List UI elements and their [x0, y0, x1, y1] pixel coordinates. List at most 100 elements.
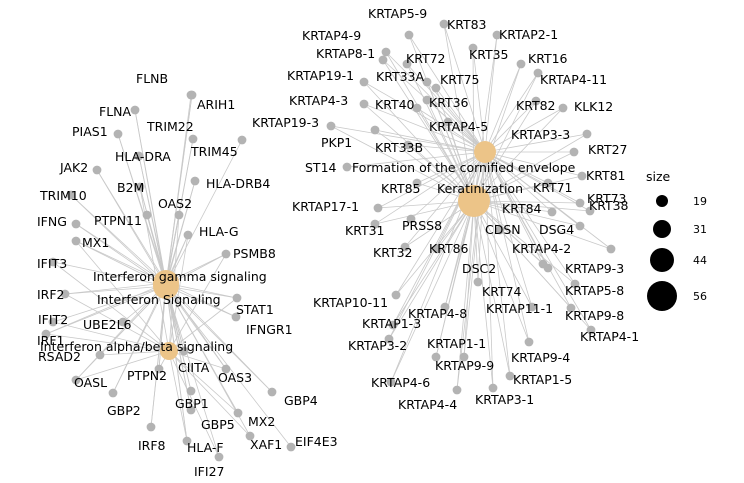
gene-node-krt31[interactable] [370, 219, 380, 229]
gene-node-mx2[interactable] [233, 408, 243, 418]
gene-node-krtap2-1[interactable] [492, 30, 502, 40]
gene-node-flna[interactable] [130, 105, 140, 115]
gene-node-krtap1-5[interactable] [505, 371, 515, 381]
gene-node-irf1[interactable] [41, 329, 51, 339]
gene-node-ptpn11[interactable] [142, 210, 152, 220]
gene-node-ifit2[interactable] [48, 317, 58, 327]
term-node-ifab[interactable] [160, 342, 178, 360]
gene-node-krt32[interactable] [400, 242, 410, 252]
gene-node-krt40[interactable] [412, 103, 422, 113]
gene-node-trim22[interactable] [188, 134, 198, 144]
gene-node-krtap3-1[interactable] [488, 383, 498, 393]
gene-node-ciita[interactable] [179, 346, 189, 356]
gene-node-st14[interactable] [342, 162, 352, 172]
gene-node-krtap9-4[interactable] [524, 337, 534, 347]
gene-node-krt72[interactable] [402, 59, 412, 69]
gene-node-ube2l6[interactable] [118, 317, 128, 327]
gene-node-krt84[interactable] [547, 207, 557, 217]
gene-label-hla-dra: HLA-DRA [115, 149, 171, 164]
gene-node-krtap5-9[interactable] [404, 30, 414, 40]
gene-node-rsad2[interactable] [95, 350, 105, 360]
gene-node-krt38[interactable] [575, 198, 585, 208]
gene-node-trim45[interactable] [237, 135, 247, 145]
gene-node-krt83[interactable] [439, 19, 449, 29]
gene-node-gbp1[interactable] [186, 386, 196, 396]
gene-node-krt33b[interactable] [403, 140, 413, 150]
gene-node-krtap10-11[interactable] [391, 290, 401, 300]
gene-node-krtap4-5[interactable] [443, 117, 453, 127]
term-node-ifs[interactable] [153, 273, 179, 299]
gene-node-krt35[interactable] [468, 43, 478, 53]
gene-node-krtap5-8[interactable] [570, 279, 580, 289]
gene-node-gbp4[interactable] [267, 387, 277, 397]
gene-node-krtap4-8[interactable] [440, 302, 450, 312]
gene-node-krt16[interactable] [516, 59, 526, 69]
gene-node-krt27[interactable] [569, 147, 579, 157]
gene-node-krtap3-2[interactable] [384, 334, 394, 344]
gene-node-krtap1-1[interactable] [431, 352, 441, 362]
gene-node-krtap4-2[interactable] [606, 244, 616, 254]
gene-node-krt85[interactable] [412, 178, 422, 188]
gene-node-jak2[interactable] [92, 165, 102, 175]
gene-node-prss8[interactable] [406, 214, 416, 224]
gene-node-hla-drb4[interactable] [190, 176, 200, 186]
gene-node-gbp2[interactable] [108, 388, 118, 398]
gene-node-cdsn[interactable] [495, 225, 505, 235]
gene-node-krt33a[interactable] [422, 77, 432, 87]
gene-node-ifngr1[interactable] [231, 312, 241, 322]
gene-node-hla-f[interactable] [182, 436, 192, 446]
gene-node-pkp1[interactable] [370, 125, 380, 135]
gene-node-krt81[interactable] [577, 171, 587, 181]
gene-node-mx1[interactable] [71, 236, 81, 246]
gene-node-arih1[interactable] [186, 90, 196, 100]
gene-node-ifng[interactable] [71, 219, 81, 229]
gene-node-gbp5[interactable] [186, 405, 196, 415]
gene-node-krtap4-6[interactable] [386, 377, 396, 387]
gene-node-oas3[interactable] [221, 364, 231, 374]
gene-node-krtap9-8[interactable] [566, 303, 576, 313]
edge-ifab-mx1 [75, 240, 170, 352]
gene-node-oasl[interactable] [71, 375, 81, 385]
gene-node-krtap4-3[interactable] [359, 99, 369, 109]
gene-node-irf8[interactable] [146, 422, 156, 432]
gene-node-krt36[interactable] [422, 95, 432, 105]
gene-node-krtap1-3[interactable] [388, 320, 398, 330]
gene-node-oas2[interactable] [174, 210, 184, 220]
gene-node-irf2[interactable] [60, 289, 70, 299]
gene-node-ifit3[interactable] [48, 257, 58, 267]
term-node-kera[interactable] [458, 185, 490, 217]
gene-node-krt71[interactable] [543, 178, 553, 188]
gene-node-krt74[interactable] [473, 277, 483, 287]
gene-node-dsg4[interactable] [575, 221, 585, 231]
gene-node-hla-dra[interactable] [134, 151, 144, 161]
gene-node-ptpn2[interactable] [154, 364, 164, 374]
gene-node-krtap17-1[interactable] [373, 203, 383, 213]
gene-node-krtap19-3[interactable] [326, 121, 336, 131]
gene-node-krtap19-1[interactable] [359, 77, 369, 87]
gene-node-xaf1[interactable] [245, 431, 255, 441]
gene-node-krt86[interactable] [432, 244, 442, 254]
gene-node-psmb8[interactable] [221, 249, 231, 259]
gene-node-eif4e3[interactable] [286, 442, 296, 452]
gene-node-krtap4-11[interactable] [533, 68, 543, 78]
gene-node-krtap8-1[interactable] [378, 55, 388, 65]
gene-node-stat1[interactable] [232, 293, 242, 303]
gene-node-krtap3-3[interactable] [582, 129, 592, 139]
term-node-cornified[interactable] [474, 141, 496, 163]
gene-node-krtap4-9[interactable] [381, 47, 391, 57]
gene-node-klk12[interactable] [558, 103, 568, 113]
edge-ifab-ifit2 [52, 321, 170, 352]
gene-node-krtap11-1[interactable] [527, 302, 537, 312]
gene-node-hla-g[interactable] [183, 230, 193, 240]
gene-node-krt82[interactable] [531, 96, 541, 106]
gene-node-krtap9-9[interactable] [459, 352, 469, 362]
gene-node-ifi27[interactable] [214, 452, 224, 462]
gene-node-krtap4-4[interactable] [452, 385, 462, 395]
gene-node-krt73[interactable] [585, 206, 595, 216]
gene-node-b2m[interactable] [135, 182, 145, 192]
gene-node-pias1[interactable] [113, 129, 123, 139]
gene-node-krt75[interactable] [431, 83, 441, 93]
gene-node-krtap9-3[interactable] [538, 259, 548, 269]
gene-node-krtap4-1[interactable] [586, 325, 596, 335]
gene-node-trim10[interactable] [66, 190, 76, 200]
